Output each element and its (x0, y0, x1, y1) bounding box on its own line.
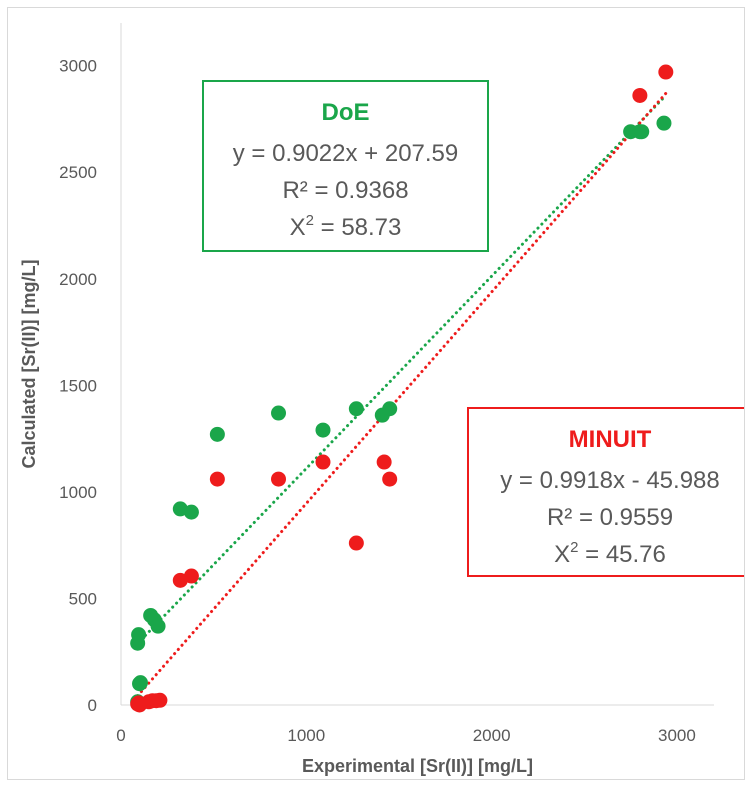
data-point-minuit (315, 454, 331, 470)
data-point-minuit (658, 64, 674, 80)
y-tick-label: 1500 (59, 376, 97, 395)
annotation-x2-minuit: X2 = 45.76 (554, 539, 666, 568)
x2-superscript: 2 (306, 212, 314, 229)
annotation-r2-doe: R² = 0.9368 (282, 177, 408, 204)
x2-value: = 45.76 (578, 541, 665, 568)
data-points (130, 64, 674, 713)
y-tick-label: 500 (69, 589, 97, 608)
data-point-doe (131, 627, 147, 643)
data-point-minuit (209, 471, 225, 487)
trendlines (136, 91, 668, 698)
data-point-doe (315, 422, 331, 438)
scatter-chart: 0 500 1000 1500 2000 2500 3000 0 1000 2000 3000 Exp… (19, 23, 753, 776)
x2-symbol: X (554, 541, 570, 568)
annotation-box-doe (202, 80, 489, 252)
y-axis-title: Calculated [Sr(II)] [mg/L] (19, 259, 39, 468)
annotation-x2-doe: X2 = 58.73 (290, 212, 402, 241)
annotation-r2-minuit: R² = 0.9559 (547, 504, 673, 531)
data-point-doe (183, 504, 199, 520)
data-point-doe (132, 675, 148, 691)
x2-symbol: X (290, 214, 306, 241)
y-tick-label: 3000 (59, 57, 97, 76)
x-tick-label: 2000 (473, 726, 511, 745)
x-tick-label: 1000 (287, 726, 325, 745)
y-tick-label: 2000 (59, 270, 97, 289)
trendline-minuit (136, 91, 668, 698)
data-point-doe (348, 401, 364, 417)
x2-value: = 58.73 (314, 214, 401, 241)
data-point-minuit (271, 471, 287, 487)
data-point-minuit (183, 568, 199, 584)
annotation-title-minuit: MINUIT (569, 426, 652, 453)
chart-frame: 0 500 1000 1500 2000 2500 3000 0 1000 2000 3000 Exp… (7, 7, 753, 780)
data-point-doe (656, 115, 672, 131)
data-point-minuit (632, 87, 648, 103)
data-point-doe (634, 124, 650, 140)
y-tick-label: 2500 (59, 163, 97, 182)
data-point-doe (382, 401, 398, 417)
annotation-equation-doe: y = 0.9022x + 207.59 (233, 140, 459, 167)
annotation-title-doe: DoE (322, 99, 370, 126)
x-axis-title: Experimental [Sr(II)] [mg/L] (302, 756, 533, 776)
data-point-minuit (376, 454, 392, 470)
annotation-box-minuit (467, 407, 753, 577)
x2-superscript: 2 (570, 539, 578, 556)
data-point-minuit (382, 471, 398, 487)
axes: 0 500 1000 1500 2000 2500 3000 0 1000 2000 3000 Exp… (19, 23, 714, 776)
x-tick-label: 0 (116, 726, 125, 745)
data-point-doe (150, 618, 166, 634)
y-tick-label: 0 (88, 696, 97, 715)
trendline-doe (136, 95, 666, 645)
data-point-minuit (152, 692, 168, 708)
x-tick-label: 3000 (658, 726, 696, 745)
y-tick-label: 1000 (59, 483, 97, 502)
data-point-doe (271, 405, 287, 421)
data-point-doe (209, 426, 225, 442)
data-point-minuit (348, 535, 364, 551)
annotation-equation-minuit: y = 0.9918x - 45.988 (500, 467, 720, 494)
